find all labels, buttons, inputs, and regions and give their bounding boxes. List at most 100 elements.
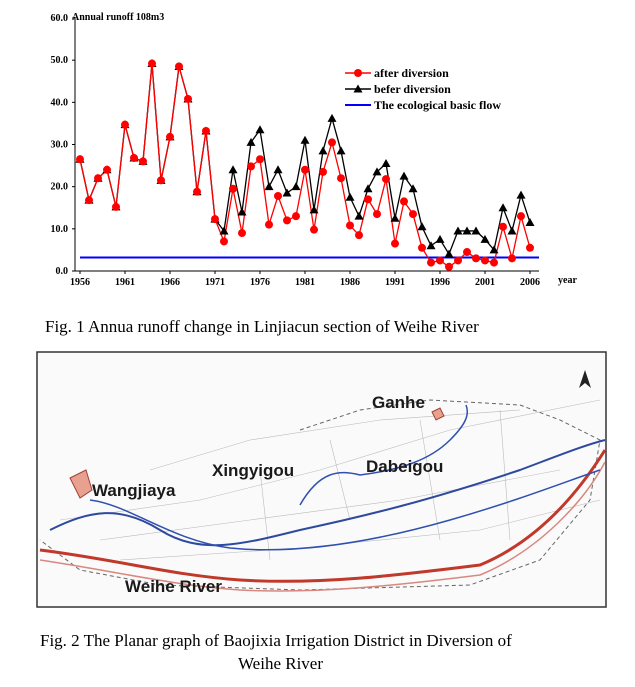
point [517,212,525,221]
point [76,155,84,164]
point [390,213,400,222]
point [435,234,445,243]
point [472,254,480,263]
point [282,188,292,197]
map-roads [59,399,601,561]
district-boundary [39,399,601,591]
y-axis-label: Annual runoff 108m3 [72,12,164,23]
x-tick-label: 1976 [250,277,270,288]
y-tick-label: 30.0 [51,140,69,151]
point [355,231,363,240]
point [247,162,255,171]
point [292,212,300,221]
figure-caption: Fig. 2 The Planar graph of Baojixia Irri… [40,631,512,650]
point [525,218,535,227]
point [202,127,210,136]
point [480,234,490,243]
point [489,245,499,254]
point [373,210,381,219]
x-tick-label: 2001 [475,277,495,288]
point [462,226,472,235]
point [130,153,138,162]
x-tick-label: 1991 [385,277,405,288]
x-tick-label: 1966 [160,277,180,288]
canal [49,439,606,547]
point [453,226,463,235]
x-tick-label: 2006 [520,277,540,288]
point [112,202,120,211]
map: Ganhe Xingyigou Dabeigou Wangjiaya Weihe… [36,351,607,608]
point [454,256,462,265]
chart: 0.0 10.0 20.0 30.0 40.0 50.0 60.0 1956 1961 1966 1… [51,13,541,288]
y-tick-label: 40.0 [51,97,69,108]
point [516,190,526,199]
x-tick-label: 1961 [115,277,135,288]
point [507,226,517,235]
point [273,165,283,174]
point [139,157,147,166]
point [354,69,362,77]
point [364,195,372,204]
point [121,120,129,129]
legend-label: befer diversion [374,82,451,96]
y-tick-label: 50.0 [51,55,69,66]
reservoir [431,407,445,421]
point [526,243,534,252]
point [363,184,373,193]
point [238,229,246,238]
point [381,158,391,167]
point [319,167,327,176]
point [310,225,318,234]
point [346,221,354,230]
point [318,146,328,155]
point [301,165,309,174]
point [417,222,427,231]
point [427,258,435,267]
point [354,211,364,220]
reservoir [69,469,93,499]
weihe-river [39,449,607,583]
x-tick-label: 1986 [340,277,360,288]
point [148,59,156,68]
point [426,241,436,250]
point [255,125,265,134]
point [328,138,336,147]
point [228,165,238,174]
point [336,146,346,155]
point [436,256,444,265]
point [490,258,498,267]
series-line [79,63,531,268]
point [309,205,319,214]
map-label: Wangjiaya [92,481,176,500]
point [508,254,516,263]
canal [299,404,469,506]
point [399,171,409,180]
y-tick-label: 20.0 [51,182,69,193]
point [175,62,183,71]
point [291,182,301,191]
map-label: Weihe River [125,577,222,596]
map-label: Ganhe [372,393,425,412]
point [345,192,355,201]
point [283,216,291,225]
weihe-bank [39,461,606,592]
point [444,249,454,258]
point [157,176,165,185]
point [337,174,345,183]
x-tick-label: 1971 [205,277,225,288]
figure-caption: Fig. 1 Annua runoff change in Linjiacun … [45,317,479,336]
point [300,135,310,144]
point [264,182,274,191]
x-tick-label: 1981 [295,277,315,288]
point [85,196,93,205]
point [184,94,192,103]
point [220,237,228,246]
figure-caption: Weihe River [238,654,323,673]
point [94,174,102,183]
map-label: Xingyigou [212,461,294,480]
point [211,215,219,224]
point [219,226,229,235]
canal [89,469,601,551]
point [408,184,418,193]
